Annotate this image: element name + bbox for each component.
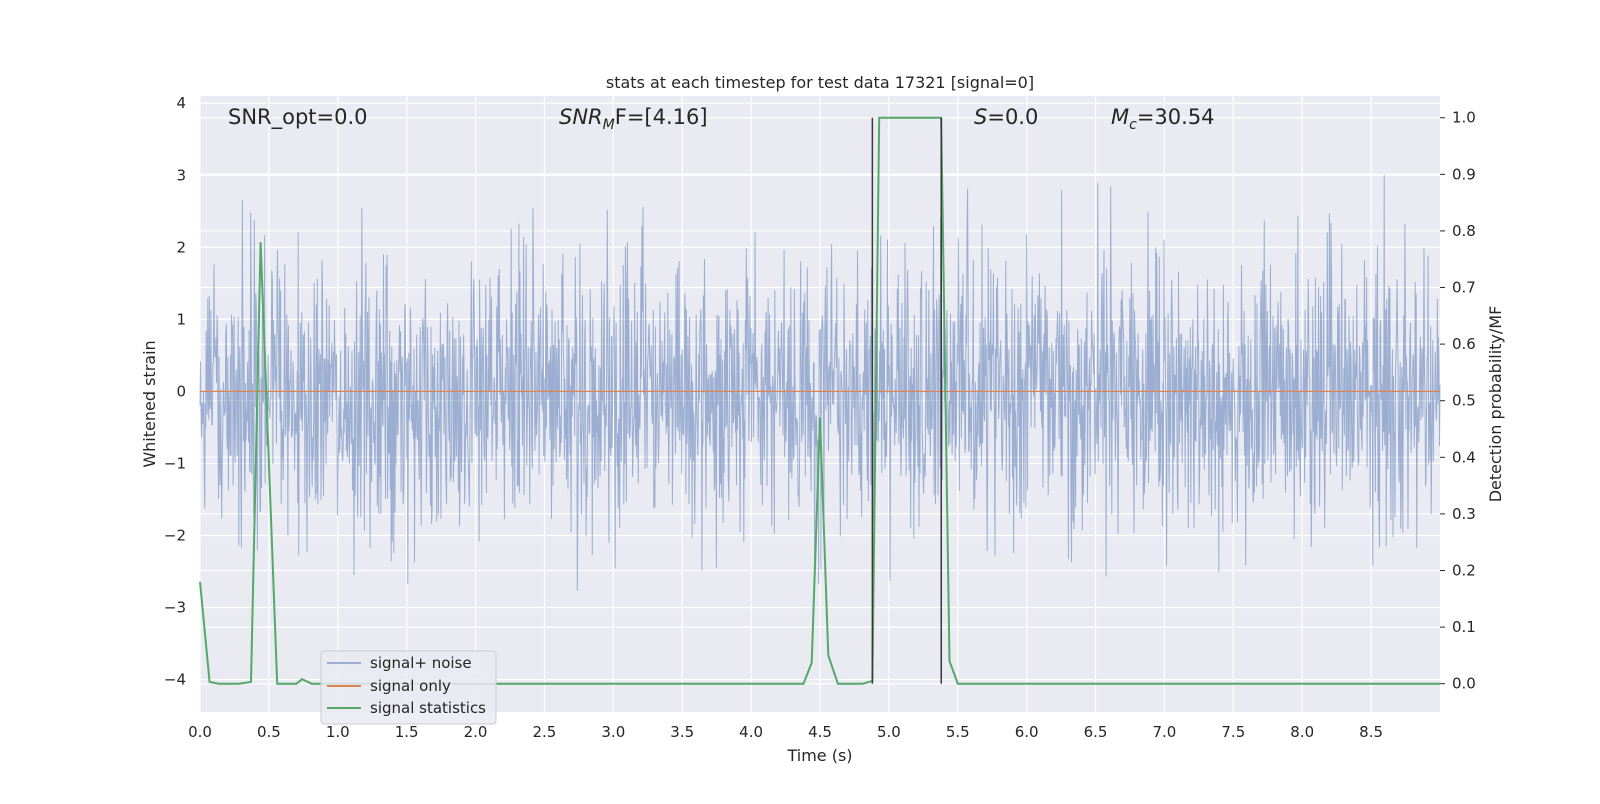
x-tick-label: 0.5 (257, 723, 281, 741)
legend-label-signal-only: signal only (370, 677, 451, 695)
x-tick-label: 7.0 (1153, 723, 1177, 741)
x-tick-label: 1.5 (395, 723, 419, 741)
y-right-tick-label: 0.6 (1452, 335, 1476, 353)
legend-box (320, 650, 497, 725)
y-left-tick-label: 1 (176, 310, 186, 328)
y-left-tick-label: 4 (176, 94, 186, 112)
y-right-tick-label: 0.8 (1452, 222, 1476, 240)
vertical-markers (871, 117, 942, 684)
x-tick-label: 5.5 (946, 723, 970, 741)
y-right-tick-label: 0.0 (1452, 675, 1476, 693)
annotation-s: S=0.0 (974, 105, 1038, 129)
noise-line (199, 174, 1441, 591)
annotation-snr-opt: SNR_opt=0.0 (228, 105, 368, 130)
y-left-tick-label: 0 (176, 382, 186, 400)
y-left-tick-label: −3 (164, 599, 186, 617)
series-signal-statistics (199, 116, 1440, 685)
x-tick-label: 8.5 (1359, 723, 1383, 741)
y-right-tick-label: 0.7 (1452, 279, 1476, 297)
x-tick-label: 0.0 (188, 723, 212, 741)
series-signal-noise (199, 174, 1441, 591)
y-right-tick-label: 0.5 (1452, 392, 1476, 410)
x-tick-label: 6.0 (1015, 723, 1039, 741)
x-tick-label: 3.5 (670, 723, 694, 741)
annotation-snr-mf: SNRMF=[4.16] (559, 105, 708, 133)
x-tick-label: 7.5 (1221, 723, 1245, 741)
signal-statistics-line (199, 116, 1440, 685)
x-tick-label: 1.0 (326, 723, 350, 741)
y-right-tick-label: 0.9 (1452, 165, 1476, 183)
x-tick-label: 5.0 (877, 723, 901, 741)
y-right-tick-label: 1.0 (1452, 109, 1476, 127)
chart-title: stats at each timestep for test data 173… (606, 73, 1034, 92)
y-right-tick-label: 0.2 (1452, 562, 1476, 580)
annotation-mc: Mc=30.54 (1111, 105, 1215, 133)
y-left-tick-label: −4 (164, 671, 186, 689)
y-left-tick-label: −2 (164, 526, 186, 544)
x-axis-label: Time (s) (786, 746, 852, 765)
legend-label-signal-statistics: signal statistics (370, 699, 486, 717)
legend: signal+ noise signal only signal statist… (320, 650, 497, 725)
x-tick-label: 8.0 (1290, 723, 1314, 741)
x-tick-label: 4.5 (808, 723, 832, 741)
y-left-tick-label: −1 (164, 454, 186, 472)
x-tick-label: 2.0 (464, 723, 488, 741)
x-tick-label: 2.5 (533, 723, 557, 741)
x-tick-label: 6.5 (1084, 723, 1108, 741)
x-tick-label: 3.0 (601, 723, 625, 741)
y-axis-left-label: Whitened strain (140, 340, 159, 467)
legend-label-signal-noise: signal+ noise (370, 654, 472, 672)
x-tick-label: 4.0 (739, 723, 763, 741)
y-axis-right-label: Detection probability/MF (1486, 306, 1505, 503)
y-right-tick-label: 0.1 (1452, 618, 1476, 636)
y-right-tick-label: 0.4 (1452, 448, 1476, 466)
y-left-tick-label: 3 (176, 166, 186, 184)
y-right-tick-label: 0.3 (1452, 505, 1476, 523)
axis-ticks: 0.0 0.5 1.0 1.5 2.0 2.5 3.0 3.5 4.0 4.5 5.0 5.5 6.0 6… (164, 94, 1476, 741)
y-left-tick-label: 2 (176, 238, 186, 256)
